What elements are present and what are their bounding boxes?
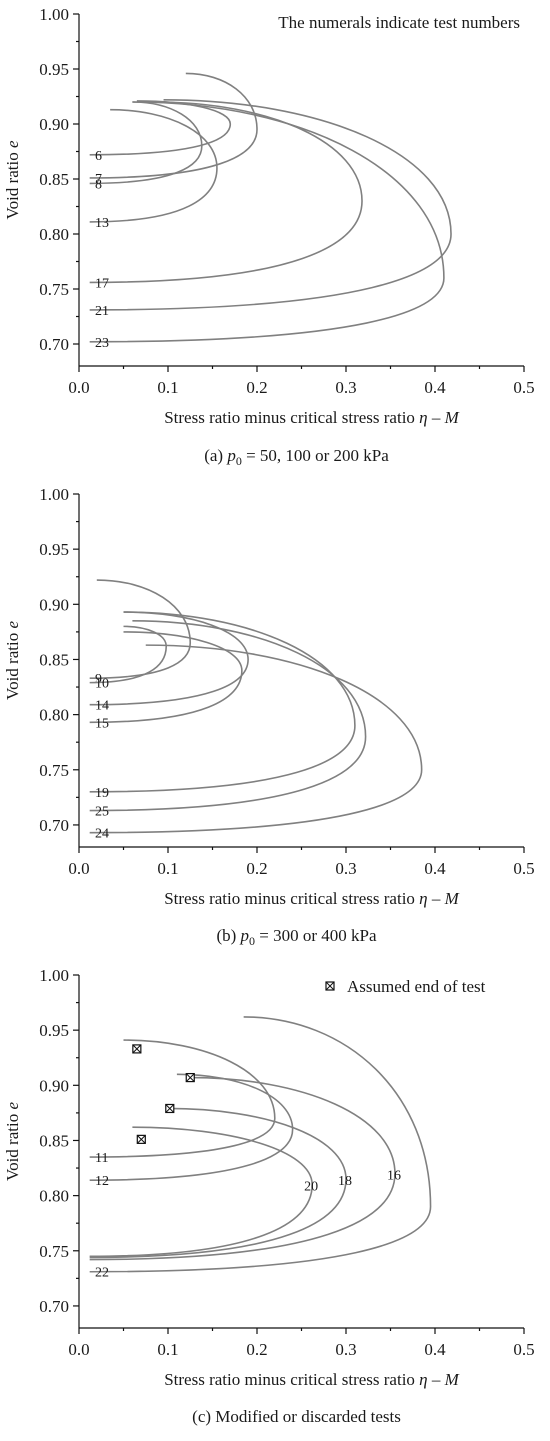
end-of-test-marker-cross: [185, 1073, 195, 1082]
y-axis-title: Void ratio e: [3, 621, 22, 700]
y-tick-label: 1.00: [39, 966, 69, 985]
end-of-test-marker-cross: [136, 1135, 146, 1144]
series-curve-20: [89, 1126, 313, 1258]
x-tick-label: 0.4: [424, 859, 446, 878]
x-tick-label: 0.3: [335, 859, 356, 878]
series-curve-21: [89, 99, 452, 311]
y-tick-label: 0.80: [39, 1187, 69, 1206]
series-curve-18: [89, 1107, 347, 1259]
y-tick-label: 1.00: [39, 5, 69, 24]
series-label-14: 14: [95, 699, 109, 714]
x-tick-label: 0.2: [246, 1340, 267, 1359]
x-axis-title: Stress ratio minus critical stress ratio…: [164, 889, 459, 908]
series-label-19: 19: [95, 786, 109, 801]
series-label-7: 7: [95, 172, 102, 187]
chart-panel-c: 0.0 0.1 0.2 0.3 0.4 0.5 0.70 0.75 0.80 0.85 0.90 0.…: [3, 966, 535, 1426]
series-curve-15: [89, 631, 243, 724]
y-tick-label: 0.90: [39, 1076, 69, 1095]
series-label-18: 18: [338, 1174, 352, 1189]
end-of-test-marker-cross: [165, 1104, 175, 1113]
annotation-text: The numerals indicate test numbers: [278, 13, 520, 32]
series-label-25: 25: [95, 805, 109, 820]
x-tick-label: 0.0: [68, 859, 89, 878]
series-curve-22: [89, 1016, 432, 1273]
end-of-test-marker-cross: [132, 1044, 142, 1054]
y-tick-label: 0.95: [39, 60, 69, 79]
y-tick-label: 0.85: [39, 170, 69, 189]
series-label-6: 6: [95, 149, 102, 164]
x-tick-label: 0.2: [246, 859, 267, 878]
series-curve-16: [89, 1076, 396, 1261]
series-label-16: 16: [387, 1169, 401, 1184]
series-curve-19: [89, 611, 356, 793]
series-label-21: 21: [95, 304, 109, 319]
y-axis-title: Void ratio e: [3, 140, 22, 219]
y-tick-label: 0.85: [39, 1131, 69, 1150]
legend-label: Assumed end of test: [347, 977, 486, 996]
x-tick-label: 0.0: [68, 1340, 89, 1359]
x-tick-label: 0.5: [513, 1340, 534, 1359]
x-axis-title: Stress ratio minus critical stress ratio…: [164, 1370, 459, 1389]
x-axis-title: Stress ratio minus critical stress ratio…: [164, 408, 459, 427]
y-tick-label: 0.75: [39, 761, 69, 780]
series-curve-24: [89, 644, 423, 834]
series-label-9: 9: [95, 672, 102, 687]
series-label-12: 12: [95, 1174, 109, 1189]
panel-caption: (b) p0 = 300 or 400 kPa: [216, 926, 377, 948]
series-label-23: 23: [95, 336, 109, 351]
y-tick-label: 0.80: [39, 706, 69, 725]
x-tick-label: 0.3: [335, 378, 356, 397]
y-tick-label: 1.00: [39, 485, 69, 504]
series-label-20: 20: [304, 1180, 318, 1195]
series-curve-10: [89, 625, 168, 684]
series-label-11: 11: [95, 1151, 108, 1166]
legend-marker-cross: [325, 981, 335, 991]
series-label-17: 17: [95, 276, 109, 291]
y-tick-label: 0.80: [39, 225, 69, 244]
y-tick-label: 0.95: [39, 540, 69, 559]
series-label-22: 22: [95, 1266, 109, 1281]
x-tick-label: 0.4: [424, 378, 446, 397]
x-tick-label: 0.1: [157, 378, 178, 397]
series-curve-14: [89, 611, 249, 706]
y-tick-label: 0.70: [39, 335, 69, 354]
series-curve-8: [89, 101, 203, 185]
panel-caption: (a) p0 = 50, 100 or 200 kPa: [204, 446, 389, 468]
legend: Assumed end of test: [325, 977, 486, 996]
series-curve-7: [89, 72, 258, 179]
series-label-13: 13: [95, 216, 109, 231]
series-label-10: 10: [95, 677, 109, 692]
series-curve-17: [89, 101, 363, 284]
x-tick-label: 0.2: [246, 378, 267, 397]
chart-panel-a: 0.0 0.1 0.2 0.3 0.4 0.5 0.70 0.75 0.80 0.85 0.90 0.…: [3, 5, 535, 468]
series-label-8: 8: [95, 177, 102, 192]
x-tick-label: 0.1: [157, 859, 178, 878]
series-label-24: 24: [95, 827, 109, 842]
series-curve-25: [89, 620, 367, 812]
x-tick-label: 0.1: [157, 1340, 178, 1359]
series-curve-23: [89, 101, 445, 343]
y-tick-label: 0.90: [39, 115, 69, 134]
series-curve-11: [89, 1039, 276, 1158]
x-tick-label: 0.3: [335, 1340, 356, 1359]
series-curve-13: [89, 108, 218, 223]
y-tick-label: 0.75: [39, 280, 69, 299]
y-tick-label: 0.75: [39, 1242, 69, 1261]
y-tick-label: 0.70: [39, 1297, 69, 1316]
series-curve-12: [89, 1073, 294, 1181]
x-tick-label: 0.5: [513, 859, 534, 878]
y-tick-label: 0.70: [39, 816, 69, 835]
y-axis-title: Void ratio e: [3, 1102, 22, 1181]
y-tick-label: 0.95: [39, 1021, 69, 1040]
y-tick-label: 0.85: [39, 650, 69, 669]
panel-caption: (c) Modified or discarded tests: [192, 1407, 401, 1426]
y-tick-label: 0.90: [39, 595, 69, 614]
x-tick-label: 0.4: [424, 1340, 446, 1359]
x-tick-label: 0.0: [68, 378, 89, 397]
chart-panel-b: 0.0 0.1 0.2 0.3 0.4 0.5 0.70 0.75 0.80 0.85 0.90 0.…: [3, 485, 535, 948]
series-curve-9: [89, 579, 192, 680]
x-tick-label: 0.5: [513, 378, 534, 397]
series-label-15: 15: [95, 716, 109, 731]
